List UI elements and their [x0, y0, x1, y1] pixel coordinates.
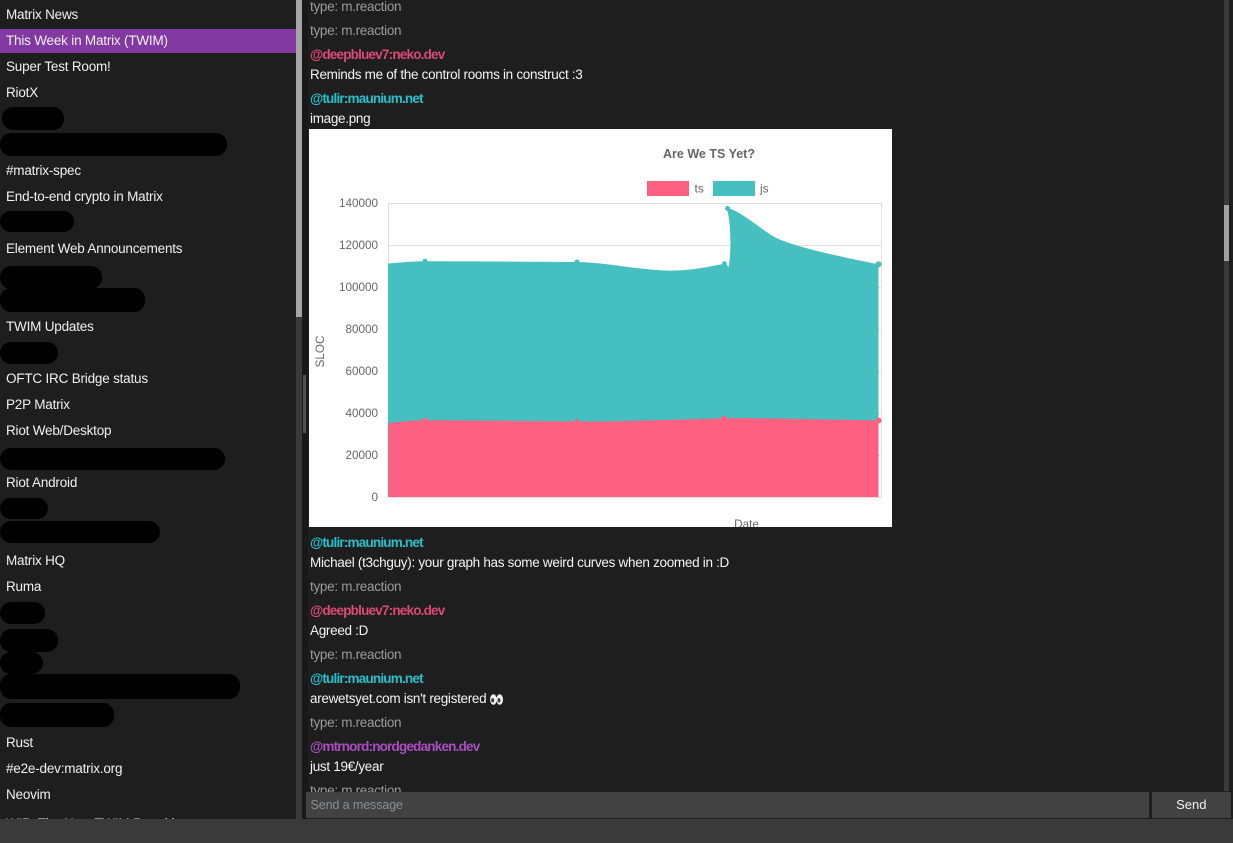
svg-text:140000: 140000: [339, 197, 379, 210]
svg-text:Are We TS Yet?: Are We TS Yet?: [663, 147, 755, 161]
svg-text:20000: 20000: [345, 449, 378, 462]
svg-text:60000: 60000: [345, 365, 378, 378]
svg-text:js: js: [759, 182, 769, 196]
svg-text:Date: Date: [734, 518, 759, 527]
svg-text:100000: 100000: [339, 281, 379, 294]
svg-text:80000: 80000: [345, 323, 378, 336]
svg-text:SLOC: SLOC: [314, 336, 327, 368]
svg-text:ts: ts: [695, 182, 704, 196]
svg-text:120000: 120000: [339, 239, 379, 252]
svg-text:40000: 40000: [345, 407, 378, 420]
svg-text:0: 0: [371, 491, 378, 504]
